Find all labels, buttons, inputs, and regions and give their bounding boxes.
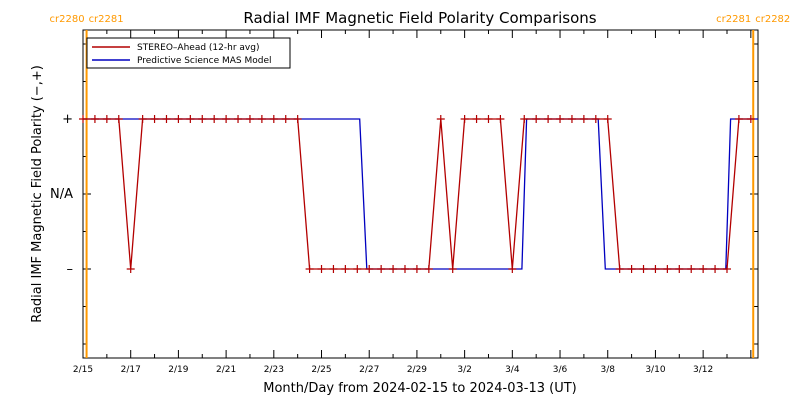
data-point-marker xyxy=(198,115,207,123)
data-point-marker xyxy=(579,115,588,123)
data-point-marker xyxy=(734,115,743,123)
data-point-marker xyxy=(400,265,409,273)
carrington-label-after: cr2282 xyxy=(755,14,790,25)
data-point-marker xyxy=(424,265,433,273)
x-tick-label: 2/17 xyxy=(121,365,141,375)
x-axis-ticks: 2/15 2/17 2/19 2/21 2/23 2/25 2/27 2/29 3/2 3/4 3/… xyxy=(73,30,752,375)
x-tick-label: 2/19 xyxy=(168,365,188,375)
data-point-marker xyxy=(138,115,147,123)
x-tick-label: 3/12 xyxy=(693,365,713,375)
chart-title: Radial IMF Magnetic Field Polarity Compa… xyxy=(243,9,596,27)
data-point-marker xyxy=(544,115,553,123)
data-point-marker xyxy=(711,265,720,273)
data-point-marker xyxy=(484,115,493,123)
data-point-marker xyxy=(412,265,421,273)
data-point-marker xyxy=(222,115,231,123)
data-point-marker xyxy=(245,115,254,123)
carrington-label-after: cr2281 xyxy=(89,14,124,25)
data-point-marker xyxy=(162,115,171,123)
data-point-marker xyxy=(365,265,374,273)
legend: STEREO–Ahead (12-hr avg) Predictive Scie… xyxy=(86,37,291,69)
data-point-marker xyxy=(210,115,219,123)
data-point-marker xyxy=(436,115,445,123)
data-point-marker xyxy=(460,115,469,123)
legend-box xyxy=(86,37,291,69)
legend-label-mas-model: Predictive Science MAS Model xyxy=(137,56,272,66)
x-tick-label: 2/27 xyxy=(359,365,379,375)
data-point-marker xyxy=(305,265,314,273)
data-point-marker xyxy=(90,115,99,123)
data-point-marker xyxy=(651,265,660,273)
carrington-label-before: cr2280 xyxy=(50,14,85,25)
data-point-marker xyxy=(663,265,672,273)
data-point-marker xyxy=(269,115,278,123)
data-point-marker xyxy=(508,265,517,273)
data-point-marker xyxy=(329,265,338,273)
data-point-marker xyxy=(675,265,684,273)
series-line-stereo xyxy=(83,118,751,270)
data-point-marker xyxy=(615,265,624,273)
data-point-marker xyxy=(532,115,541,123)
x-tick-label: 3/6 xyxy=(553,365,568,375)
y-axis-ticks: + N/A – xyxy=(50,43,758,345)
x-tick-label: 2/29 xyxy=(407,365,427,375)
data-point-marker xyxy=(293,115,302,123)
y-tick-label: + xyxy=(62,112,73,127)
x-tick-label: 2/23 xyxy=(264,365,284,375)
y-tick-label: N/A xyxy=(50,187,73,202)
data-point-marker xyxy=(556,115,565,123)
data-point-marker xyxy=(389,265,398,273)
y-tick-label: – xyxy=(67,262,74,277)
y-axis-label: Radial IMF Magnetic Field Polarity (−,+) xyxy=(30,65,45,323)
data-point-marker xyxy=(281,115,290,123)
data-point-marker xyxy=(186,115,195,123)
data-point-marker xyxy=(687,265,696,273)
plot-frame xyxy=(82,29,759,359)
data-point-marker xyxy=(174,115,183,123)
data-point-marker xyxy=(341,265,350,273)
data-point-marker xyxy=(114,115,123,123)
data-point-marker xyxy=(317,265,326,273)
data-point-marker xyxy=(377,265,386,273)
data-point-marker xyxy=(257,115,266,123)
data-point-marker xyxy=(591,115,600,123)
data-point-marker xyxy=(627,265,636,273)
x-tick-label: 3/4 xyxy=(505,365,520,375)
x-axis-label: Month/Day from 2024-02-15 to 2024-03-13 … xyxy=(263,381,576,396)
data-point-marker xyxy=(102,115,111,123)
data-point-marker xyxy=(126,265,135,273)
carrington-rotation-markers: cr2280 cr2281 cr2281 cr2282 xyxy=(50,14,790,358)
x-tick-label: 2/15 xyxy=(73,365,93,375)
x-tick-label: 3/10 xyxy=(645,365,665,375)
data-point-marker xyxy=(234,115,243,123)
x-tick-label: 2/25 xyxy=(311,365,331,375)
series-line-mas-model xyxy=(83,118,758,270)
series-layer xyxy=(79,115,758,273)
data-point-marker xyxy=(472,115,481,123)
x-tick-label: 3/2 xyxy=(457,365,471,375)
legend-label-stereo: STEREO–Ahead (12-hr avg) xyxy=(137,43,259,53)
data-point-marker xyxy=(699,265,708,273)
data-point-marker xyxy=(79,115,87,123)
data-point-marker xyxy=(746,115,755,123)
carrington-label-before: cr2281 xyxy=(716,14,751,25)
data-point-marker xyxy=(567,115,576,123)
data-point-marker xyxy=(603,115,612,123)
data-point-marker xyxy=(448,265,457,273)
data-point-marker xyxy=(150,115,159,123)
data-point-marker xyxy=(722,265,731,273)
x-tick-label: 3/8 xyxy=(600,365,615,375)
data-point-marker xyxy=(520,115,529,123)
x-tick-label: 2/21 xyxy=(216,365,236,375)
data-point-marker xyxy=(353,265,362,273)
data-point-marker xyxy=(496,115,505,123)
data-point-marker xyxy=(639,265,648,273)
